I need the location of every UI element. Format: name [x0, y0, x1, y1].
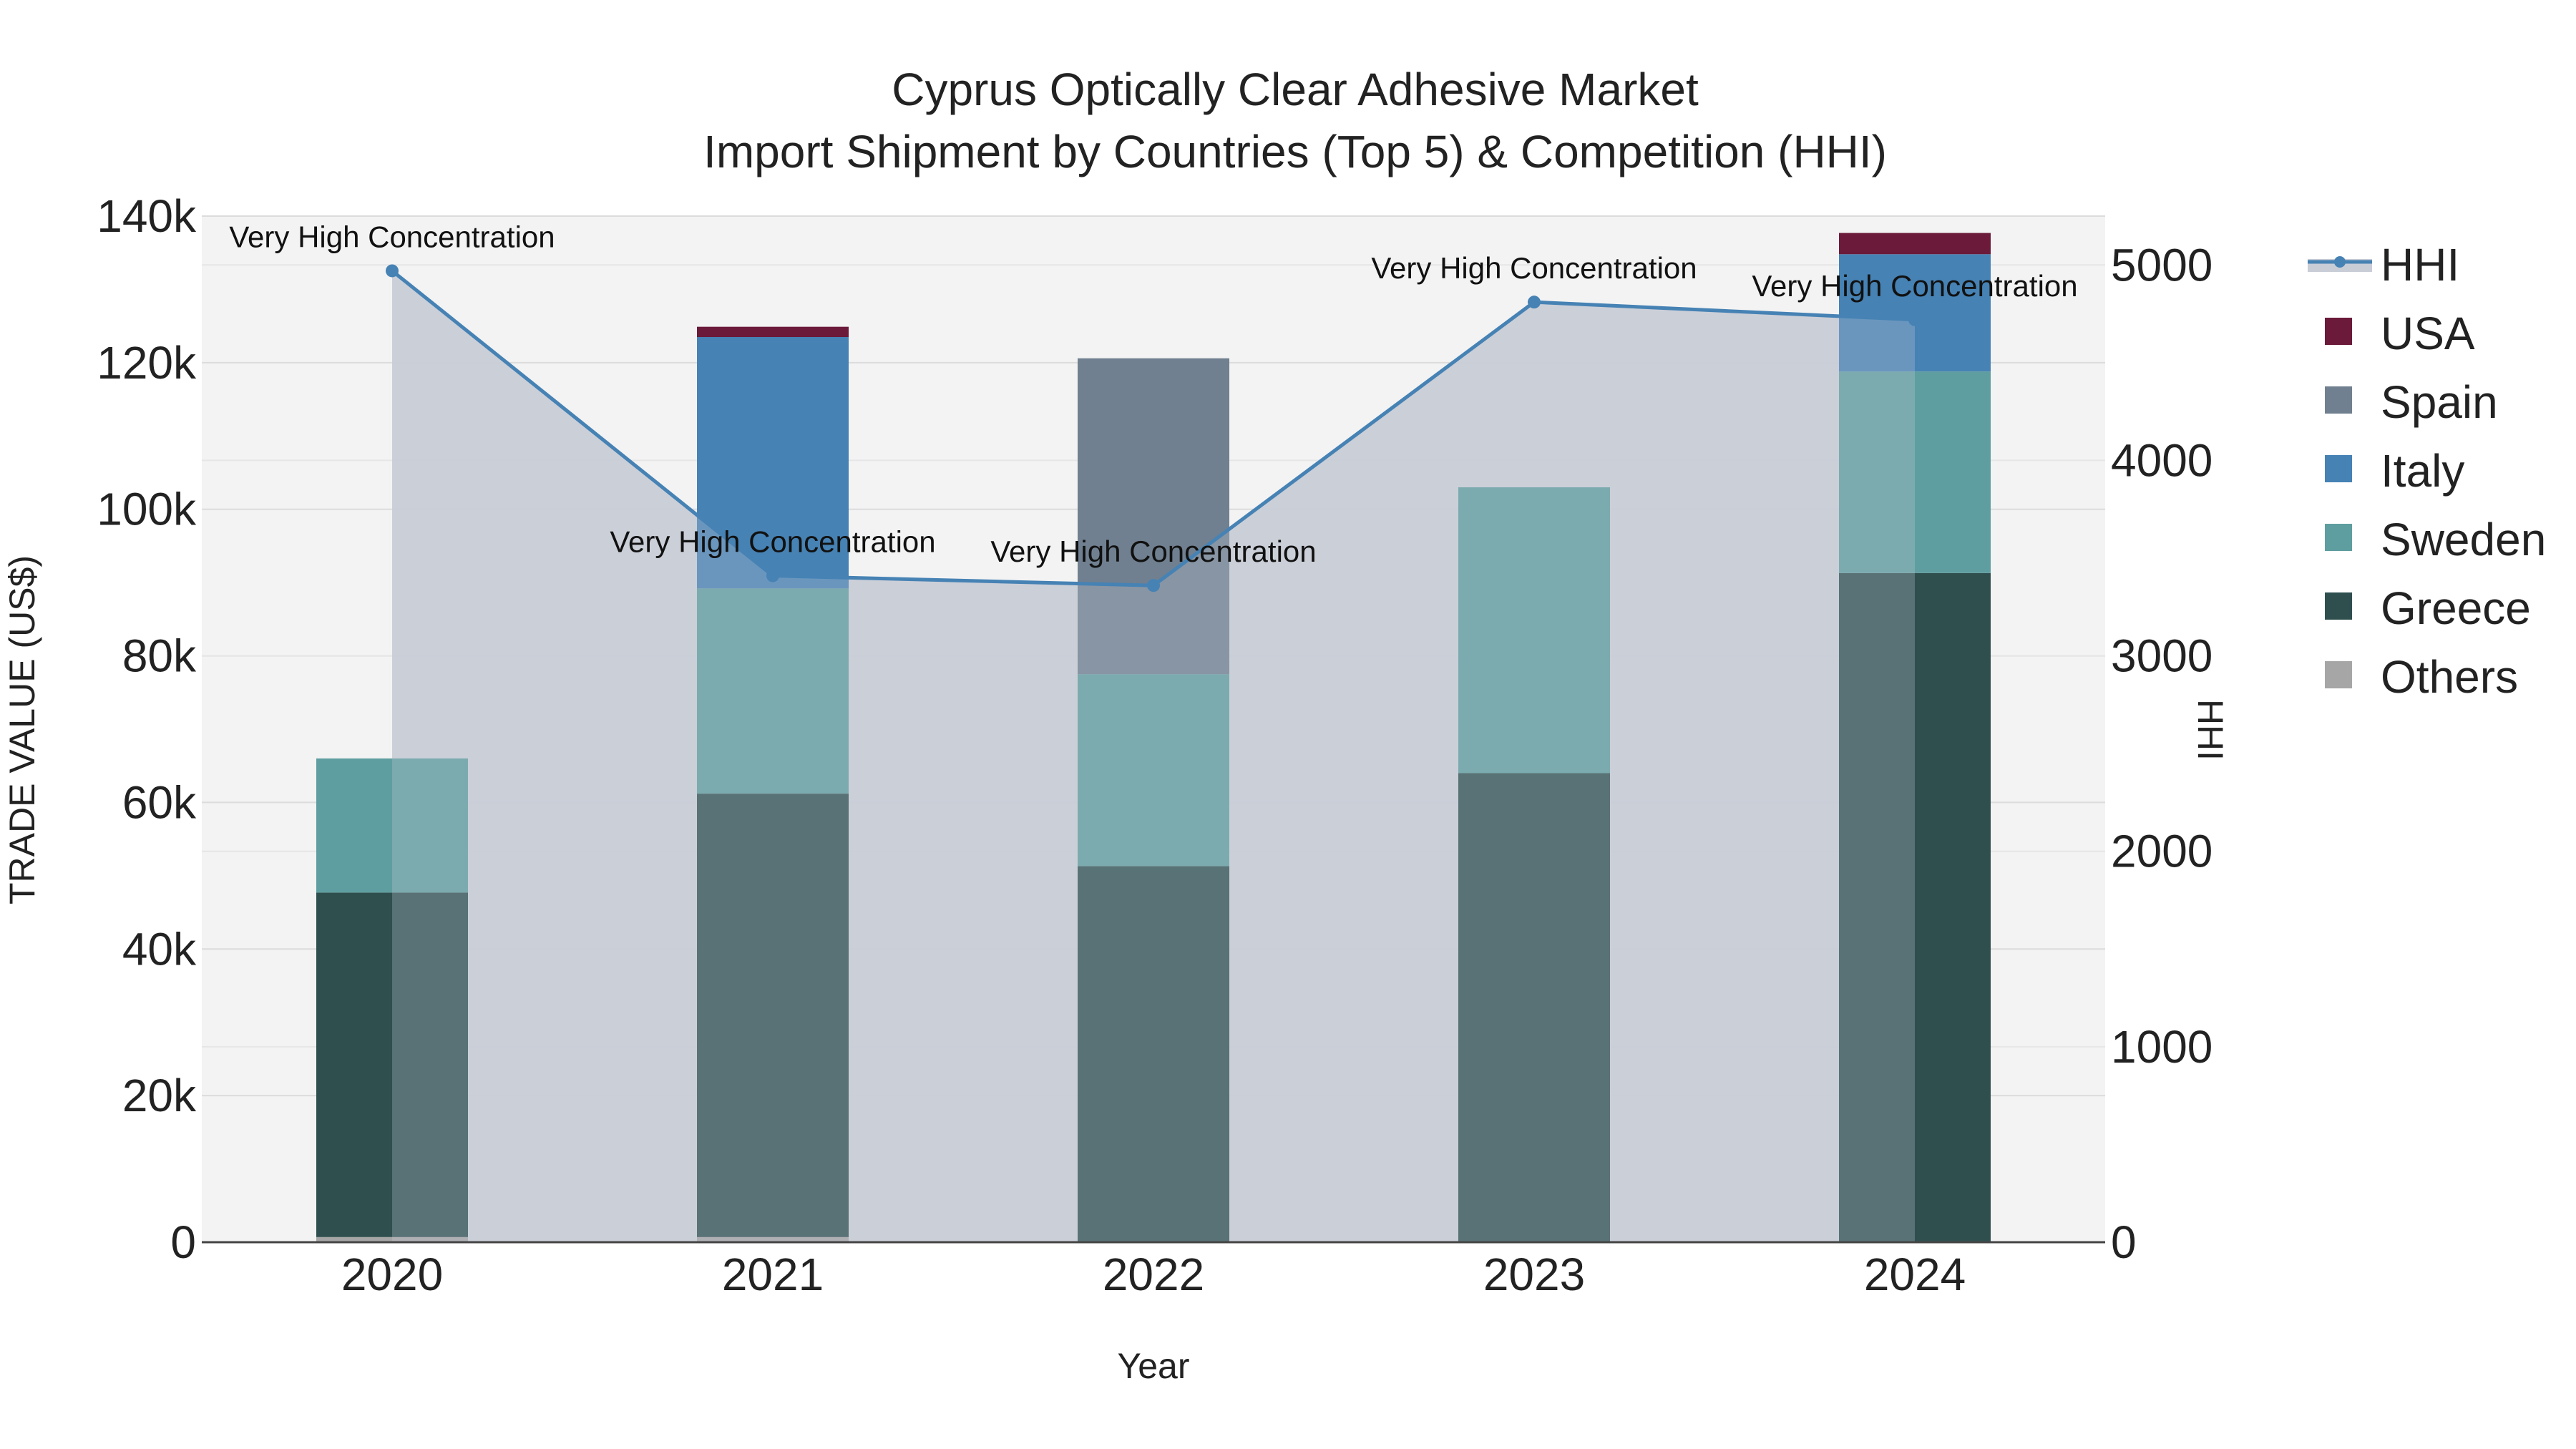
y-tick-label: 0: [170, 1216, 196, 1268]
y2-tick-label: 0: [2111, 1216, 2137, 1268]
y-tick-label: 80k: [122, 630, 197, 682]
bar-usa-2024: [1839, 233, 1991, 255]
y2-tick-label: 2000: [2111, 826, 2212, 877]
y-tick-label: 40k: [122, 923, 197, 975]
x-tick-label: 2022: [1103, 1249, 1204, 1300]
x-tick-label: 2020: [341, 1249, 443, 1300]
legend-label-spain: Spain: [2381, 376, 2498, 428]
legend-swatch-usa: [2325, 318, 2352, 345]
y2-tick-label: 1000: [2111, 1021, 2212, 1073]
legend-label-others: Others: [2381, 651, 2518, 703]
legend-swatch-spain: [2325, 386, 2352, 414]
hhi-annotation: Very High Concentration: [610, 525, 935, 559]
hhi-point-2023: [1528, 296, 1541, 309]
bar-sweden-2023: [1458, 487, 1610, 774]
bar-greece-2022: [1078, 866, 1229, 1242]
bar-italy-2021: [697, 337, 849, 589]
y-tick-label: 120k: [97, 337, 197, 389]
bar-greece-2024: [1839, 572, 1991, 1242]
legend-label-usa: USA: [2381, 308, 2475, 359]
hhi-annotation: Very High Concentration: [229, 220, 555, 253]
bar-others-2020: [316, 1236, 468, 1242]
y2-tick-label: 4000: [2111, 434, 2212, 486]
bar-sweden-2021: [697, 588, 849, 794]
axis-layer: 0 20k 40k 60k 80k 100k 120k 140k 0 1000 2000 3000 40…: [97, 190, 2212, 1300]
legend-hhi-swatch-marker: [2334, 256, 2346, 268]
legend-swatch-others: [2325, 661, 2352, 688]
legend-label-greece: Greece: [2381, 582, 2531, 634]
y-axis-title: TRADE VALUE (US$): [2, 555, 42, 904]
y2-tick-label: 5000: [2111, 239, 2212, 291]
y2-tick-label: 3000: [2111, 630, 2212, 682]
y2-axis-title: HHI: [2190, 699, 2230, 761]
hhi-area-overlay: [392, 270, 1915, 1243]
legend-label-italy: Italy: [2381, 445, 2464, 497]
hhi-point-2021: [766, 569, 779, 582]
bar-sweden-2022: [1078, 674, 1229, 867]
bar-greece-2021: [697, 794, 849, 1237]
legend-swatch-italy: [2325, 455, 2352, 482]
x-tick-label: 2021: [722, 1249, 824, 1300]
x-axis-title: Year: [1117, 1346, 1189, 1386]
y-tick-label: 20k: [122, 1070, 197, 1121]
x-tick-label: 2024: [1864, 1249, 1966, 1300]
chart-title: Cyprus Optically Clear Adhesive Market: [892, 64, 1699, 115]
annotation-layer: Very High Concentration Very High Concent…: [229, 220, 2077, 568]
bar-greece-2023: [1458, 773, 1610, 1242]
bar-others-2021: [697, 1236, 849, 1242]
hhi-point-2024: [1908, 313, 1921, 326]
bar-spain-2022: [1078, 358, 1229, 675]
bar-italy-2024: [1839, 254, 1991, 372]
hhi-line-layer: [386, 264, 1921, 592]
bar-sweden-2024: [1839, 371, 1991, 573]
legend: HHI USA Spain Italy Sweden Greece Others: [2308, 239, 2546, 703]
chart-subtitle: Import Shipment by Countries (Top 5) & C…: [703, 126, 1887, 177]
legend-swatch-greece: [2325, 592, 2352, 620]
y-tick-label: 60k: [122, 776, 197, 828]
legend-swatch-sweden: [2325, 524, 2352, 551]
bar-greece-2020: [316, 892, 468, 1237]
hhi-point-2020: [386, 264, 399, 278]
legend-label-sweden: Sweden: [2381, 514, 2546, 565]
x-tick-label: 2023: [1483, 1249, 1585, 1300]
hhi-annotation: Very High Concentration: [1371, 251, 1697, 285]
bar-sweden-2020: [316, 758, 468, 893]
bar-usa-2021: [697, 326, 849, 338]
hhi-annotation: Very High Concentration: [990, 535, 1316, 568]
legend-label-hhi: HHI: [2381, 239, 2459, 291]
hhi-point-2022: [1147, 579, 1160, 592]
y-tick-label: 140k: [97, 190, 197, 242]
y-tick-label: 100k: [97, 484, 197, 535]
bars-layer: [316, 233, 1991, 1243]
hhi-annotation: Very High Concentration: [1752, 269, 2077, 303]
